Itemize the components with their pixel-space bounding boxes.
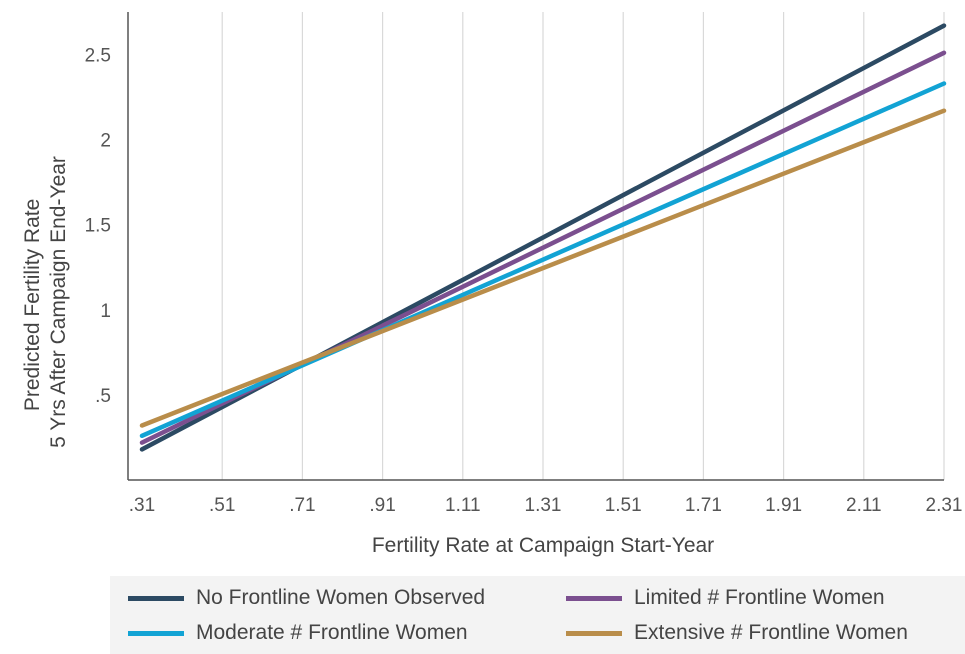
y-tick-labels: .5 1 1.5 2 2.5 — [85, 46, 111, 407]
y-tick-label: 2.5 — [85, 46, 111, 67]
x-tick-labels: .31 .51 .71 .91 1.11 1.31 1.51 1.71 1.91 2.11 2.31 — [129, 495, 963, 516]
legend-swatch-no-frontline — [128, 595, 184, 601]
x-tick-label: .31 — [129, 495, 155, 516]
legend-item-extensive: Extensive # Frontline Women — [566, 621, 908, 645]
legend-swatch-extensive — [566, 630, 622, 636]
y-axis-title-line-1: Predicted Fertility Rate — [21, 199, 44, 411]
x-tick-label: .51 — [209, 495, 235, 516]
x-tick-label: .91 — [369, 495, 395, 516]
legend-item-limited: Limited # Frontline Women — [566, 586, 885, 610]
y-tick-label: 1.5 — [85, 216, 111, 237]
x-tick-label: 2.11 — [846, 495, 882, 516]
x-axis-title: Fertility Rate at Campaign Start-Year — [372, 534, 714, 557]
chart: .31.51.71.91 1.11 1.31 1.51 1.71 1.91 2.11 2.31… — [21, 12, 963, 557]
x-tick-label: 1.91 — [765, 495, 802, 516]
x-tick-label: .71 — [289, 495, 315, 516]
y-axis-title-line-2: 5 Yrs After Campaign End-Year — [47, 156, 70, 448]
y-axis-title: Predicted Fertility Rate 5 Yrs After Cam… — [21, 156, 70, 448]
legend-swatch-limited — [566, 595, 622, 601]
y-tick-label: 2 — [100, 131, 111, 152]
legend-label-extensive: Extensive # Frontline Women — [634, 621, 908, 644]
legend-label-moderate: Moderate # Frontline Women — [196, 621, 468, 644]
legend-label-limited: Limited # Frontline Women — [634, 586, 885, 609]
x-tick-label: 2.31 — [926, 495, 963, 516]
x-tick-label: 1.71 — [685, 495, 722, 516]
legend-item-no-frontline: No Frontline Women Observed — [128, 586, 485, 610]
series-line — [139, 81, 947, 439]
legend: No Frontline Women Observed Limited # Fr… — [110, 576, 965, 654]
series-line — [139, 108, 947, 428]
x-tick-label: 1.11 — [445, 495, 481, 516]
y-tick-label: 1 — [100, 301, 111, 322]
x-tick-label: 1.31 — [525, 495, 562, 516]
y-tick-label: .5 — [95, 386, 111, 407]
x-tick-label: 1.51 — [605, 495, 642, 516]
legend-item-moderate: Moderate # Frontline Women — [128, 621, 468, 645]
series-lines — [139, 23, 947, 452]
legend-label-no-frontline: No Frontline Women Observed — [196, 586, 486, 609]
legend-swatch-moderate — [128, 630, 184, 636]
